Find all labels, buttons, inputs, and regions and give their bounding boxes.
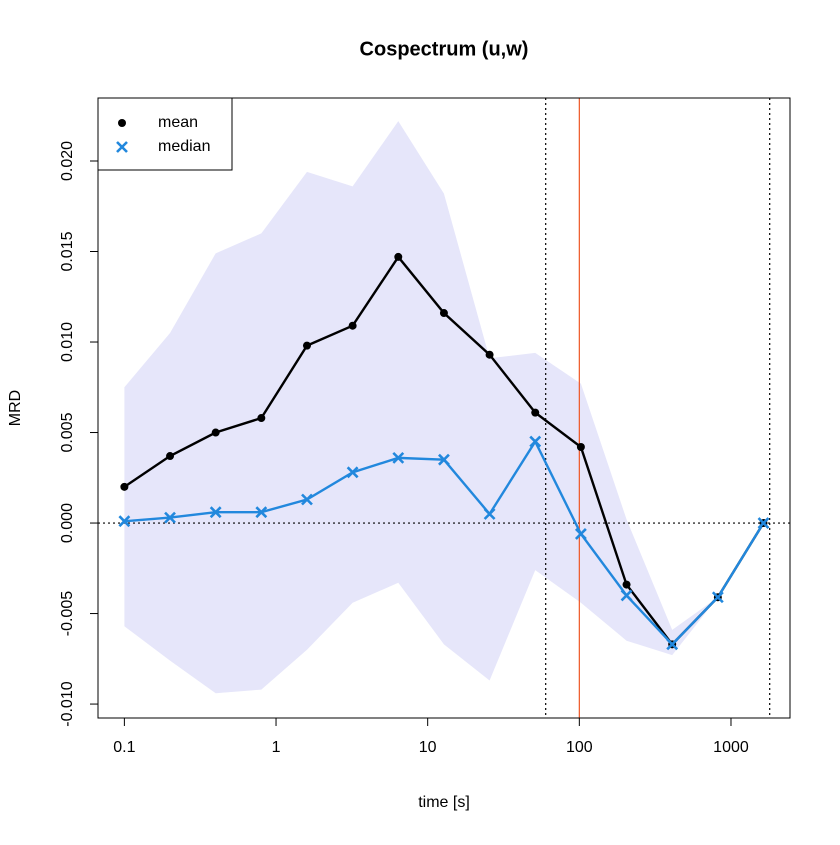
point-marker	[257, 414, 266, 423]
point-marker	[118, 515, 131, 528]
point-marker	[666, 638, 679, 651]
point-marker	[485, 350, 494, 359]
point-marker	[346, 466, 359, 479]
x-tick-label: 1	[272, 739, 281, 756]
point-marker	[211, 428, 220, 437]
x-tick-label: 10	[419, 739, 437, 756]
plot-frame	[97, 97, 791, 719]
point-marker	[439, 309, 448, 318]
point-marker	[255, 506, 268, 519]
point-marker	[166, 452, 175, 461]
point-marker	[711, 591, 724, 604]
chart-title: Cospectrum (u,w)	[360, 38, 529, 60]
y-axis-label: MRD	[7, 390, 24, 426]
point-marker	[757, 517, 770, 529]
point-marker	[120, 482, 129, 491]
y-tick-label: -0.005	[59, 591, 76, 636]
legend-marker	[118, 119, 126, 127]
legend-marker	[116, 141, 128, 153]
point-marker	[394, 252, 403, 261]
legend-box	[97, 97, 233, 171]
point-marker	[438, 453, 450, 466]
point-marker	[620, 589, 633, 602]
range-band	[124, 121, 764, 694]
y-tick-label: 0.020	[59, 141, 76, 181]
x-tick-label: 0.1	[113, 739, 135, 756]
y-tick-label: 0.015	[59, 231, 76, 271]
point-marker	[531, 408, 540, 417]
legend-label: mean	[158, 114, 198, 131]
point-marker	[529, 435, 542, 448]
point-marker	[302, 341, 311, 350]
y-tick-label: -0.010	[59, 681, 76, 726]
point-marker	[574, 527, 587, 540]
point-marker	[576, 443, 585, 452]
y-tick-label: 0.010	[59, 322, 76, 362]
point-marker	[164, 511, 176, 524]
x-tick-label: 100	[566, 739, 593, 756]
point-marker	[483, 508, 496, 520]
y-tick-label: 0.005	[59, 412, 76, 452]
point-marker	[622, 580, 631, 589]
point-marker	[209, 506, 222, 519]
point-marker	[348, 321, 357, 330]
point-marker	[392, 451, 405, 464]
x-tick-label: 1000	[713, 739, 749, 756]
x-axis-label: time [s]	[418, 794, 470, 811]
legend-label: median	[158, 138, 210, 155]
point-marker	[301, 493, 313, 506]
y-tick-label: 0.000	[59, 503, 76, 543]
